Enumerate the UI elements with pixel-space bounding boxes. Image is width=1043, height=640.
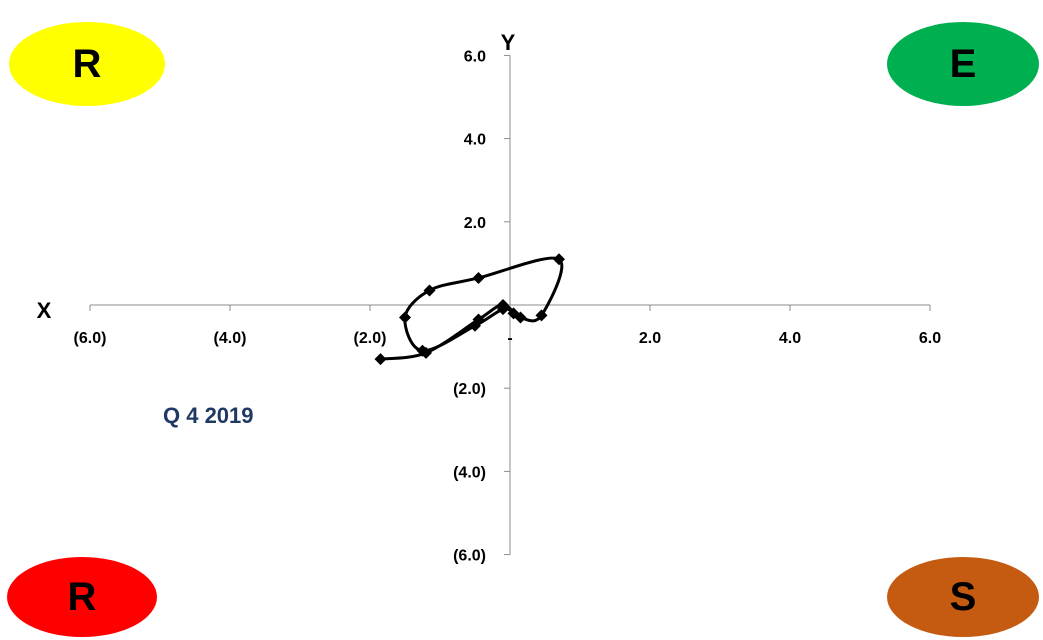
data-point-marker (497, 303, 509, 316)
quadrant-badge-top-right: E (887, 22, 1039, 106)
x-tick-label: (6.0) (74, 330, 107, 347)
y-tick-label: 2.0 (464, 215, 486, 232)
quadrant-label: S (949, 574, 977, 619)
marker-group (374, 253, 565, 366)
y-tick-label: (4.0) (453, 464, 486, 481)
data-point-marker (507, 307, 520, 320)
quadrant-label: R (72, 41, 102, 86)
data-point-marker (553, 253, 565, 266)
series-group (380, 256, 564, 361)
data-point-marker (472, 271, 485, 284)
x-tick-label: - (507, 330, 512, 347)
tick-labels: (6.0) (4.0) (2.0) - 2.0 4.0 6.0 6.0 4.0 2.0 (2.0) (… (74, 48, 942, 564)
x-tick-label: 6.0 (919, 330, 941, 347)
data-point-marker (423, 284, 436, 297)
y-tick-label: (2.0) (453, 381, 486, 398)
y-tick-label: 6.0 (464, 48, 486, 65)
quadrant-label: R (67, 574, 97, 619)
data-point-marker (399, 311, 411, 324)
data-point-marker (374, 353, 387, 366)
quadrant-badge-bottom-right: S (887, 557, 1039, 637)
y-tick-label: 4.0 (464, 132, 486, 149)
x-tick-label: (4.0) (214, 330, 247, 347)
y-tick-label: (6.0) (453, 548, 486, 565)
x-axis-label: X (37, 298, 52, 323)
x-tick-label: 4.0 (779, 330, 801, 347)
x-tick-label: (2.0) (354, 330, 387, 347)
data-point-marker (416, 344, 429, 357)
quadrant-label: E (949, 41, 977, 86)
quadrant-badge-bottom-left: R (7, 557, 157, 637)
data-point-marker (535, 309, 548, 322)
series-line (380, 256, 564, 361)
period-annotation: Q 4 2019 (163, 403, 254, 428)
y-axis-label: Y (501, 30, 516, 55)
data-point-marker (469, 319, 481, 332)
x-tick-label: 2.0 (639, 330, 661, 347)
quadrant-badge-top-left: R (9, 22, 165, 106)
